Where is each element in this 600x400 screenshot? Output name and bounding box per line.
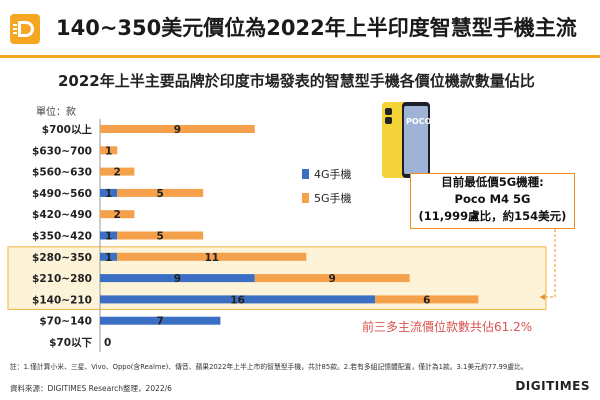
data-label: 1 [105,145,112,157]
category-label: $700以上 [42,123,93,136]
legend-label: 5G手機 [314,191,352,205]
bar-4g [100,316,221,325]
data-label: 9 [174,124,181,136]
bar-4g [100,274,255,283]
category-label: $70~140 [39,316,92,328]
data-label: 2 [114,209,121,221]
legend-swatch [302,169,309,179]
data-label: 16 [230,294,245,306]
data-label: 6 [423,294,430,306]
data-label: 5 [157,231,164,243]
bar-5g [100,146,118,155]
data-label: 1 [105,252,112,264]
bar-5g [100,210,135,219]
bar-5g [117,231,204,240]
data-label: 7 [157,316,164,328]
share-note: 前三多主流價位款數共佔61.2% [362,320,533,334]
category-label: $490~560 [32,188,92,200]
phone-label: POCO M4 5G [406,117,432,126]
bar-5g [375,295,479,304]
category-label: $420~490 [32,209,92,221]
bar-5g [117,252,307,261]
bar-4g [100,231,118,240]
legend-label: 4G手機 [314,167,352,181]
callout-line-2: Poco M4 5G [454,192,531,206]
data-label: 1 [105,188,112,200]
bar-5g [254,274,410,283]
source: 資料來源：DIGITIMES Research整理，2022/6 [10,384,172,393]
brand-logo: DIGITIMES [515,379,590,393]
page-title: 140~350美元價位為2022年上半印度智慧型手機主流 [56,16,577,40]
header: 140~350美元價位為2022年上半印度智慧型手機主流 [0,0,600,58]
category-label: $280~350 [32,252,92,264]
category-label: $140~210 [32,294,92,306]
bar-4g [100,188,118,197]
data-label: 11 [204,252,219,264]
category-label: $350~420 [32,231,92,243]
bar-5g [100,125,255,133]
connector-arrow-icon [540,294,545,300]
data-label: 0 [104,337,111,349]
digitimes-logo-icon [10,14,40,44]
bar-5g [100,167,135,176]
bar-5g [117,188,204,197]
data-label: 9 [174,273,181,285]
phone-image-icon: POCO M4 5G [382,102,432,178]
category-label: $560~630 [32,167,92,179]
category-label: $210~280 [32,273,92,285]
data-label: 9 [329,273,336,285]
category-label: $630~700 [32,145,92,157]
legend-swatch [302,193,309,203]
bar-4g [100,295,376,304]
callout-line-1: 目前最低價5G機種: [441,175,544,189]
callout-line-3: (11,999盧比，約154美元) [418,209,567,223]
unit-label: 單位：款 [36,107,76,118]
bar-4g [100,252,118,261]
category-label: $70以下 [49,337,92,349]
footnote: 註：1.僅計算小米、三星、Vivo、Oppo(含Realme)、傳音、蘋果202… [10,363,528,371]
data-label: 1 [105,231,112,243]
data-label: 2 [114,167,121,179]
callout-box: 目前最低價5G機種: Poco M4 5G (11,999盧比，約154美元) [410,173,575,229]
data-label: 5 [157,188,164,200]
chart-title: 2022年上半主要品牌於印度市場發表的智慧型手機各價位機款數量佔比 [58,72,535,90]
